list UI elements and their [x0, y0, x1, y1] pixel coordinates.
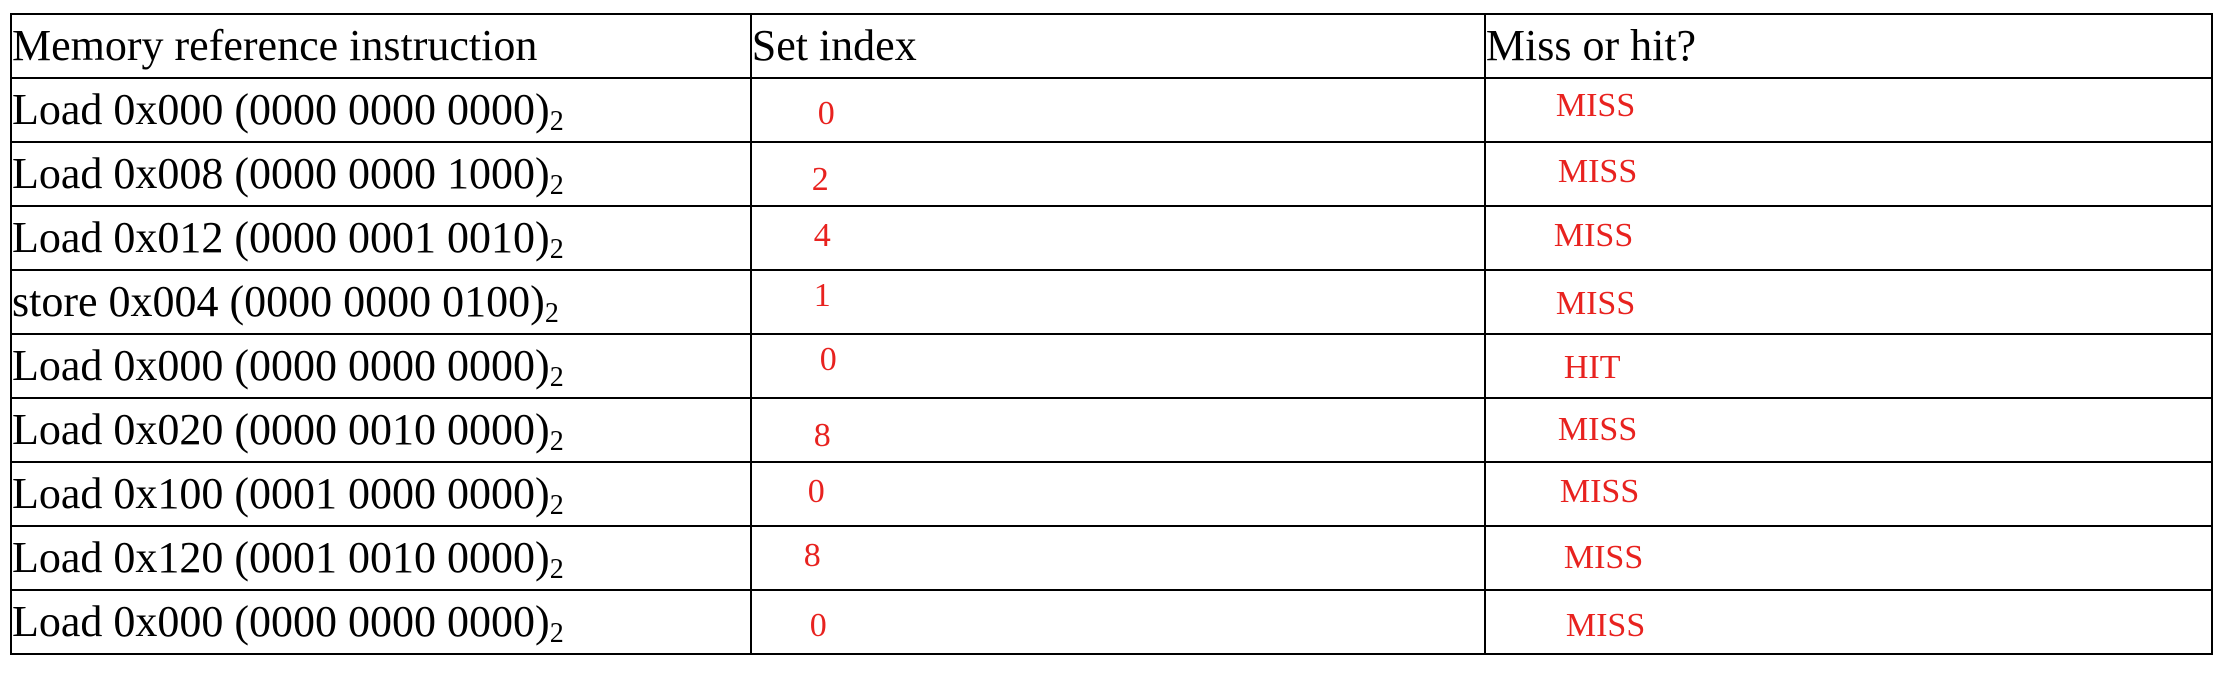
memory-reference-table: Memory reference instruction Set index M… — [10, 13, 2214, 655]
set-index-cell: 0 — [749, 333, 1486, 399]
result-value: MISS — [1555, 87, 1636, 124]
instruction-cell: Load 0x012 (0000 0001 0010)2 — [10, 205, 752, 271]
binary-subscript: 2 — [549, 170, 564, 201]
instruction-text: Load 0x000 (0000 0000 0000) — [12, 85, 550, 134]
instruction-text: Load 0x020 (0000 0010 0000) — [12, 405, 550, 454]
result-cell: MISS — [1483, 141, 2214, 207]
binary-subscript: 2 — [549, 362, 564, 393]
table-row: Load 0x000 (0000 0000 0000)2 0 HIT — [10, 333, 2214, 399]
set-index-value: 0 — [809, 607, 827, 644]
set-index-cell: 0 — [749, 77, 1486, 143]
instruction-text: Load 0x100 (0001 0000 0000) — [12, 469, 550, 518]
binary-subscript: 2 — [549, 234, 564, 265]
result-cell: MISS — [1483, 589, 2214, 655]
set-index-cell: 8 — [749, 397, 1486, 463]
header-set-index: Set index — [749, 13, 1486, 79]
binary-subscript: 2 — [549, 490, 564, 521]
instruction-cell: Load 0x008 (0000 0000 1000)2 — [10, 141, 752, 207]
result-cell: MISS — [1483, 397, 2214, 463]
result-cell: MISS — [1483, 525, 2214, 591]
instruction-cell: Load 0x000 (0000 0000 0000)2 — [10, 77, 752, 143]
result-value: MISS — [1559, 473, 1640, 510]
result-cell: MISS — [1483, 269, 2214, 335]
set-index-cell: 1 — [749, 269, 1486, 335]
table-row: Load 0x000 (0000 0000 0000)2 0 MISS — [10, 77, 2214, 143]
header-miss-or-hit: Miss or hit? — [1483, 13, 2214, 79]
header-row: Memory reference instruction Set index M… — [10, 13, 2214, 79]
result-value: MISS — [1555, 285, 1636, 322]
result-cell: HIT — [1483, 333, 2214, 399]
table-row: store 0x004 (0000 0000 0100)2 1 MISS — [10, 269, 2214, 335]
set-index-value: 4 — [813, 217, 831, 254]
set-index-value: 0 — [819, 341, 837, 378]
binary-subscript: 2 — [549, 554, 564, 585]
result-value: MISS — [1565, 607, 1646, 644]
instruction-text: Load 0x120 (0001 0010 0000) — [12, 533, 550, 582]
set-index-value: 0 — [807, 473, 825, 510]
result-cell: MISS — [1483, 461, 2214, 527]
binary-subscript: 2 — [544, 298, 559, 329]
result-value: MISS — [1553, 217, 1634, 254]
instruction-cell: Load 0x120 (0001 0010 0000)2 — [10, 525, 752, 591]
instruction-cell: Load 0x000 (0000 0000 0000)2 — [10, 333, 752, 399]
instruction-text: Load 0x000 (0000 0000 0000) — [12, 597, 550, 646]
instruction-text: Load 0x000 (0000 0000 0000) — [12, 341, 550, 390]
set-index-cell: 2 — [749, 141, 1486, 207]
set-index-value: 1 — [813, 277, 831, 314]
instruction-cell: Load 0x020 (0000 0010 0000)2 — [10, 397, 752, 463]
table-row: Load 0x120 (0001 0010 0000)2 8 MISS — [10, 525, 2214, 591]
table-row: Load 0x100 (0001 0000 0000)2 0 MISS — [10, 461, 2214, 527]
header-instruction: Memory reference instruction — [10, 13, 752, 79]
instruction-text: Load 0x012 (0000 0001 0010) — [12, 213, 550, 262]
result-cell: MISS — [1483, 77, 2214, 143]
instruction-cell: Load 0x100 (0001 0000 0000)2 — [10, 461, 752, 527]
instruction-text: store 0x004 (0000 0000 0100) — [12, 277, 545, 326]
set-index-cell: 8 — [749, 525, 1486, 591]
set-index-cell: 4 — [749, 205, 1486, 271]
set-index-value: 8 — [813, 417, 831, 454]
table-row: Load 0x000 (0000 0000 0000)2 0 MISS — [10, 589, 2214, 655]
result-value: HIT — [1563, 349, 1621, 386]
binary-subscript: 2 — [549, 618, 564, 649]
result-value: MISS — [1563, 539, 1644, 576]
binary-subscript: 2 — [549, 426, 564, 457]
table-row: Load 0x020 (0000 0010 0000)2 8 MISS — [10, 397, 2214, 463]
set-index-value: 2 — [811, 161, 829, 198]
table-row: Load 0x012 (0000 0001 0010)2 4 MISS — [10, 205, 2214, 271]
instruction-text: Load 0x008 (0000 0000 1000) — [12, 149, 550, 198]
result-value: MISS — [1557, 411, 1638, 448]
table-row: Load 0x008 (0000 0000 1000)2 2 MISS — [10, 141, 2214, 207]
result-value: MISS — [1557, 153, 1638, 190]
result-cell: MISS — [1483, 205, 2214, 271]
set-index-cell: 0 — [749, 461, 1486, 527]
binary-subscript: 2 — [549, 106, 564, 137]
set-index-value: 0 — [817, 95, 835, 132]
instruction-cell: Load 0x000 (0000 0000 0000)2 — [10, 589, 752, 655]
instruction-cell: store 0x004 (0000 0000 0100)2 — [10, 269, 752, 335]
set-index-value: 8 — [803, 537, 821, 574]
set-index-cell: 0 — [749, 589, 1486, 655]
